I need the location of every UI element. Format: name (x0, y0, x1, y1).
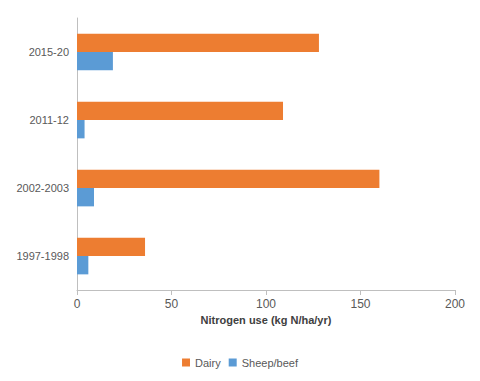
svg-text:50: 50 (165, 297, 179, 311)
svg-text:2011-12: 2011-12 (29, 114, 69, 126)
svg-text:0: 0 (74, 297, 81, 311)
svg-text:2002-2003: 2002-2003 (16, 182, 69, 194)
svg-text:200: 200 (445, 297, 465, 311)
svg-text:2015-20: 2015-20 (29, 46, 69, 58)
svg-text:Nitrogen use (kg N/ha/yr): Nitrogen use (kg N/ha/yr) (201, 314, 332, 326)
svg-text:100: 100 (256, 297, 276, 311)
svg-text:Sheep/beef: Sheep/beef (242, 357, 299, 369)
svg-text:1997-1998: 1997-1998 (16, 250, 69, 262)
svg-text:Dairy: Dairy (195, 357, 221, 369)
svg-text:150: 150 (350, 297, 370, 311)
